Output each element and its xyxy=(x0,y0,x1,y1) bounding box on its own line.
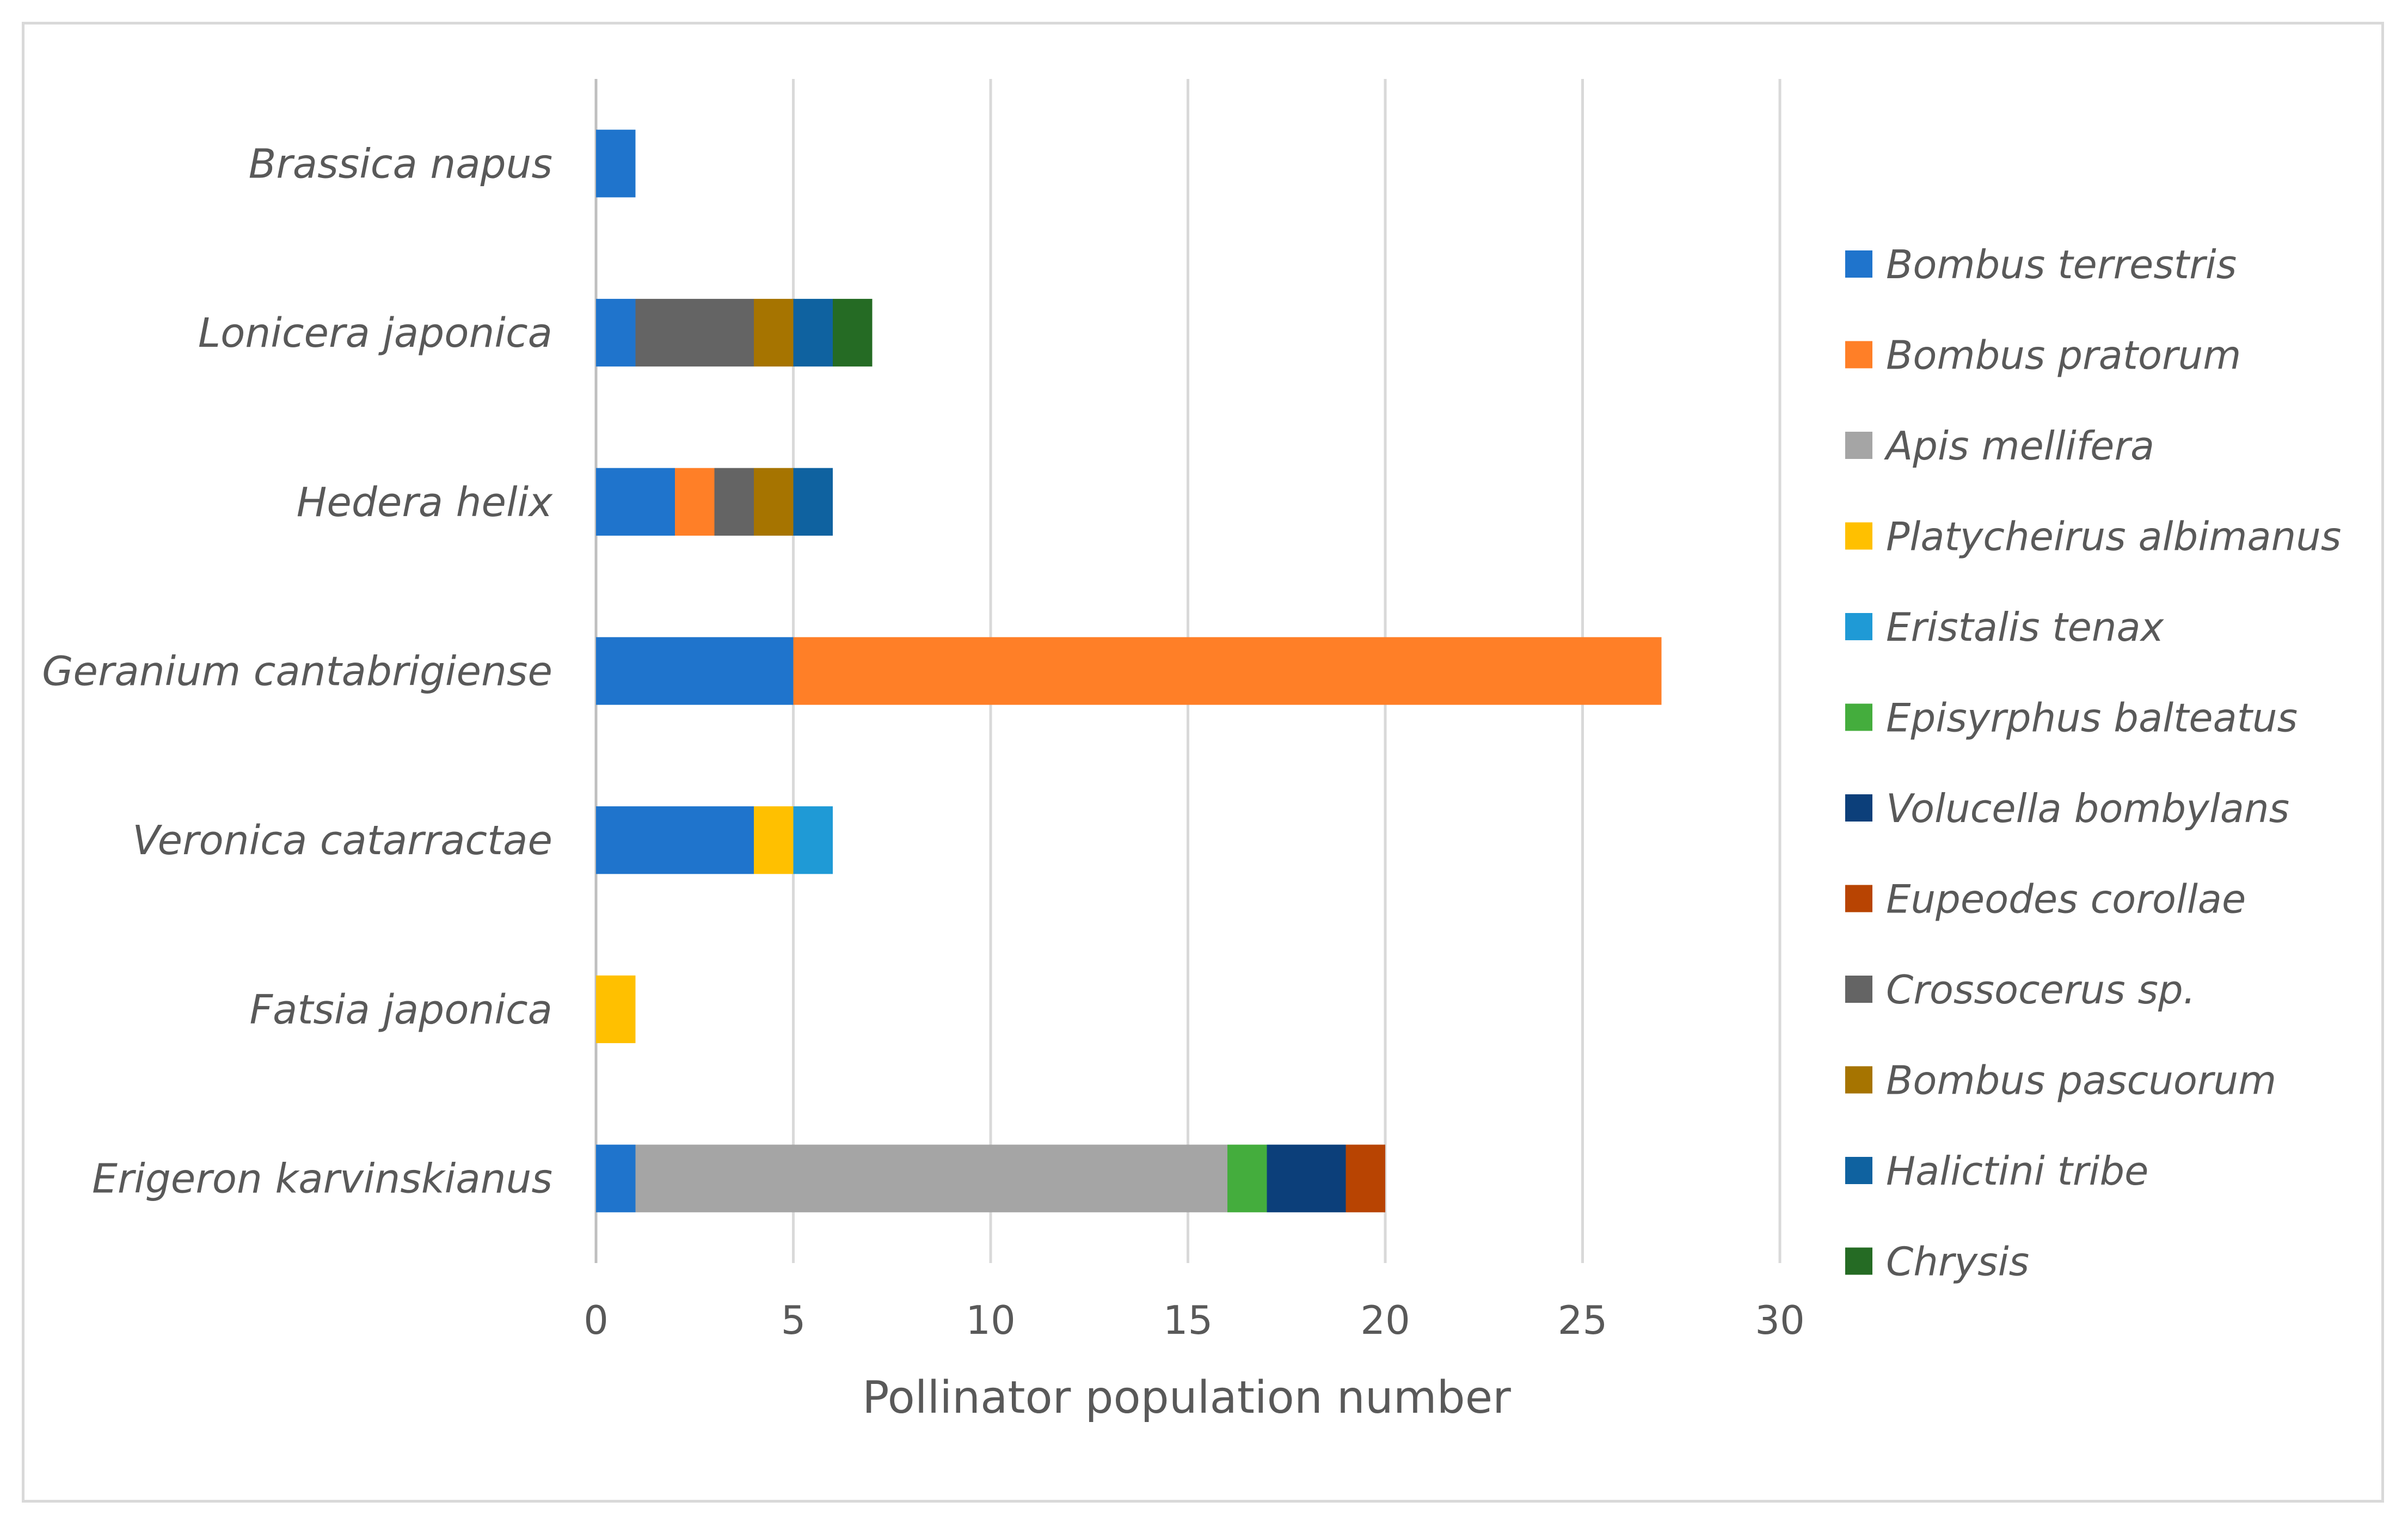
legend-swatch xyxy=(1845,703,1872,731)
category-label: Geranium cantabrigiense xyxy=(42,648,552,695)
bar-segment xyxy=(833,298,873,367)
category-label: Fatsia japonica xyxy=(249,986,552,1033)
legend-swatch xyxy=(1845,1157,1872,1184)
bar-segment xyxy=(793,637,1662,705)
x-tick-label: 5 xyxy=(781,1297,806,1343)
bar-segment xyxy=(754,298,794,367)
bar-segment xyxy=(596,806,754,874)
x-tick-label: 15 xyxy=(1163,1297,1213,1343)
legend-swatch xyxy=(1845,250,1872,278)
bar-segment xyxy=(596,1144,636,1212)
bar-segment xyxy=(714,468,754,536)
chart-frame: Brassica napus Lonicera japonica Hedera he… xyxy=(22,22,2384,1503)
legend-label: Bombus terrestris xyxy=(1886,242,2237,287)
category-label: Erigeron karvinskianus xyxy=(92,1156,552,1203)
x-axis-title: Pollinator population number xyxy=(862,1372,1511,1424)
bar-segment xyxy=(1267,1144,1346,1212)
legend-label: Eristalis tenax xyxy=(1886,604,2165,650)
legend-swatch xyxy=(1845,885,1872,912)
bar-segment xyxy=(793,298,833,367)
category-label: Hedera helix xyxy=(297,479,554,526)
bar-segment xyxy=(793,468,833,536)
legend-swatch xyxy=(1845,976,1872,1003)
legend-swatch xyxy=(1845,522,1872,550)
bar-segment xyxy=(754,468,794,536)
x-tick-labels: 0 5 10 15 20 25 30 xyxy=(583,1297,1805,1343)
legend-swatch xyxy=(1845,341,1872,369)
x-tick-label: 10 xyxy=(966,1297,1016,1343)
category-labels: Brassica napus Lonicera japonica Hedera he… xyxy=(42,140,553,1202)
bar-segment xyxy=(635,298,754,367)
legend-label: Bombus pratorum xyxy=(1886,333,2241,378)
legend-swatch xyxy=(1845,794,1872,822)
bar-segment xyxy=(635,1144,1227,1212)
x-tick-label: 30 xyxy=(1755,1297,1805,1343)
legend-label: Eupeodes corollae xyxy=(1886,877,2246,922)
legend-swatch xyxy=(1845,613,1872,640)
legend-swatch xyxy=(1845,432,1872,459)
bar-segment xyxy=(1346,1144,1385,1212)
legend-label: Crossocerus sp. xyxy=(1886,967,2196,1013)
x-tick-label: 25 xyxy=(1558,1297,1608,1343)
bar-segment xyxy=(1227,1144,1267,1212)
category-label: Veronica catarractae xyxy=(132,817,552,864)
legend-label: Bombus pascuorum xyxy=(1886,1058,2276,1104)
bar-segment xyxy=(596,130,636,198)
x-tick-label: 0 xyxy=(583,1297,609,1343)
legend-swatch xyxy=(1845,1066,1872,1094)
legend-label: Platycheirus albimanus xyxy=(1886,514,2341,560)
legend-label: Apis mellifera xyxy=(1884,423,2154,469)
bars xyxy=(596,130,1662,1212)
bar-segment xyxy=(596,637,794,705)
bar-segment xyxy=(596,468,675,536)
bar-segment xyxy=(754,806,794,874)
bar-segment xyxy=(675,468,715,536)
stacked-bar-chart: Brassica napus Lonicera japonica Hedera he… xyxy=(42,79,2341,1424)
category-label: Brassica napus xyxy=(249,140,552,187)
legend-label: Halictini tribe xyxy=(1886,1148,2148,1194)
category-label: Lonicera japonica xyxy=(198,310,552,357)
legend-label: Episyrphus balteatus xyxy=(1886,695,2298,741)
bar-segment xyxy=(596,298,636,367)
legend-swatch xyxy=(1845,1247,1872,1275)
legend: Bombus terrestris Bombus pratorum Apis mel… xyxy=(1845,242,2341,1285)
legend-label: Volucella bombylans xyxy=(1886,786,2289,831)
x-tick-label: 20 xyxy=(1360,1297,1410,1343)
legend-label: Chrysis xyxy=(1886,1239,2029,1285)
bar-segment xyxy=(596,975,636,1044)
bar-segment xyxy=(793,806,833,874)
